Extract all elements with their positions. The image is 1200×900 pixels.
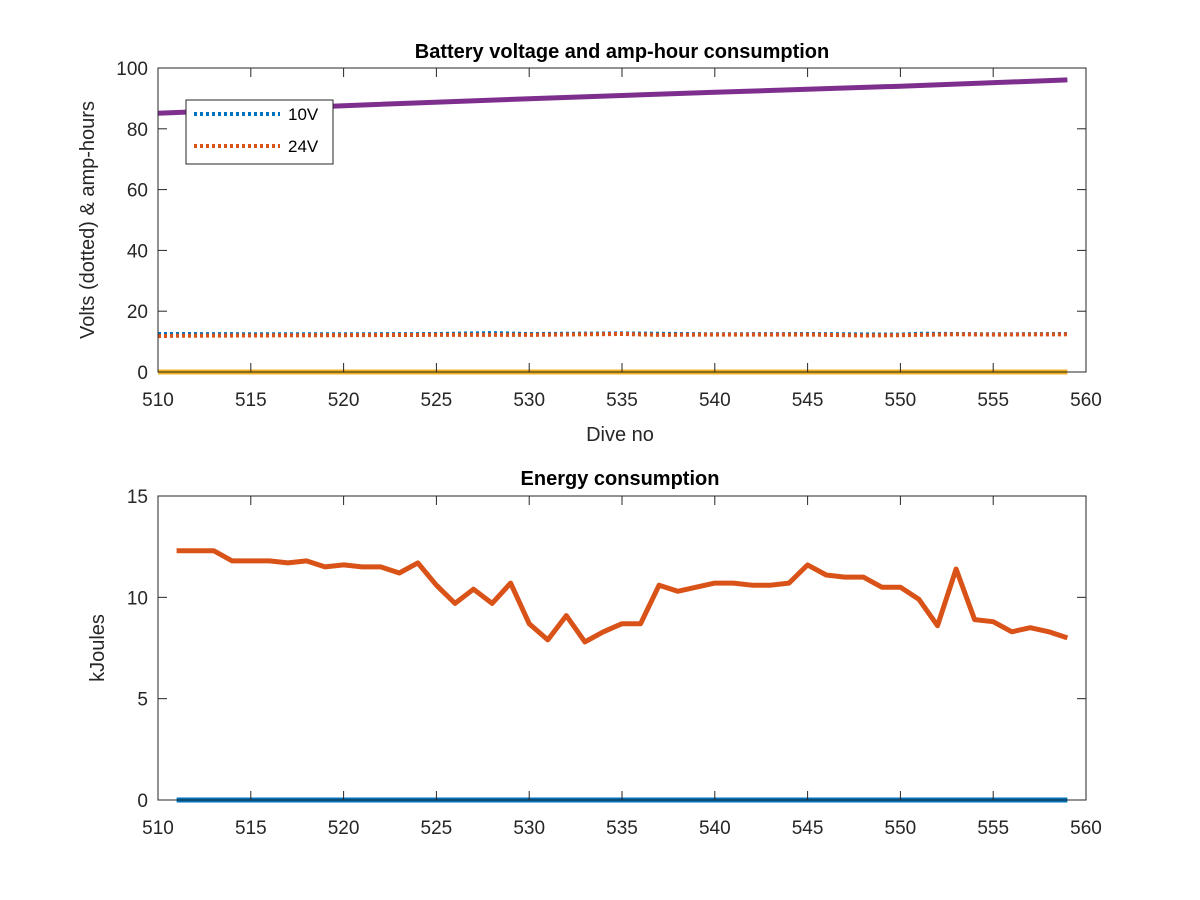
energy-y-tick-label: 0: [137, 791, 148, 812]
energy-x-tick-label: 550: [885, 818, 917, 839]
energy-x-tick-label: 515: [235, 818, 267, 839]
legend-label-24v: 24V: [288, 137, 319, 156]
energy-series-line-1: [176, 548, 1069, 645]
battery-x-tick-label: 515: [235, 390, 267, 411]
battery-y-tick-label: 60: [127, 181, 148, 202]
battery-x-tick-label: 510: [142, 390, 174, 411]
energy-plot-area: [158, 496, 1086, 800]
legend-label-10v: 10V: [288, 105, 319, 124]
energy-x-tick-label: 540: [699, 818, 731, 839]
battery-y-tick-label: 80: [127, 120, 148, 141]
battery-x-tick-label: 525: [421, 390, 453, 411]
battery-x-tick-label: 540: [699, 390, 731, 411]
energy-x-tick-label: 545: [792, 818, 824, 839]
battery-x-tick-label: 520: [328, 390, 360, 411]
energy-x-tick-label: 510: [142, 818, 174, 839]
energy-x-tick-label: 535: [606, 818, 638, 839]
energy-chart-title: Energy consumption: [521, 468, 720, 490]
energy-y-tick-label: 10: [127, 588, 148, 609]
energy-y-axis-label: kJoules: [87, 614, 109, 682]
energy-chart-panel: 510 515 520 525 530 535 540 545 550 555 560051015 …: [87, 468, 1102, 839]
battery-chart-panel: 510 515 520 525 530 535 540 545 550 555 560 0 20 40 60…: [77, 41, 1102, 446]
battery-y-tick-label: 0: [137, 363, 148, 384]
battery-y-tick-label: 100: [116, 59, 148, 80]
battery-x-axis-label: Dive no: [586, 424, 654, 446]
battery-axes: 510 515 520 525 530 535 540 545 550 555 560 0 20 40 60…: [116, 59, 1102, 411]
energy-y-tick-label: 5: [137, 690, 148, 711]
battery-chart-title: Battery voltage and amp-hour consumption: [415, 41, 829, 63]
energy-x-tick-label: 560: [1070, 818, 1102, 839]
battery-x-tick-label: 550: [885, 390, 917, 411]
energy-y-tick-label: 15: [127, 487, 148, 508]
battery-y-axis-label: Volts (dotted) & amp-hours: [77, 101, 99, 339]
battery-legend: 10V 24V: [185, 99, 334, 165]
battery-x-tick-label: 535: [606, 390, 638, 411]
energy-x-tick-label: 520: [328, 818, 360, 839]
battery-y-tick-label: 40: [127, 241, 148, 262]
legend-box: [185, 99, 334, 165]
battery-x-tick-label: 530: [513, 390, 545, 411]
battery-x-tick-label: 545: [792, 390, 824, 411]
energy-x-tick-label: 525: [421, 818, 453, 839]
battery-y-tick-label: 20: [127, 302, 148, 323]
energy-x-tick-label: 530: [513, 818, 545, 839]
battery-x-tick-label: 555: [977, 390, 1009, 411]
battery-x-tick-label: 560: [1070, 390, 1102, 411]
energy-x-tick-label: 555: [977, 818, 1009, 839]
